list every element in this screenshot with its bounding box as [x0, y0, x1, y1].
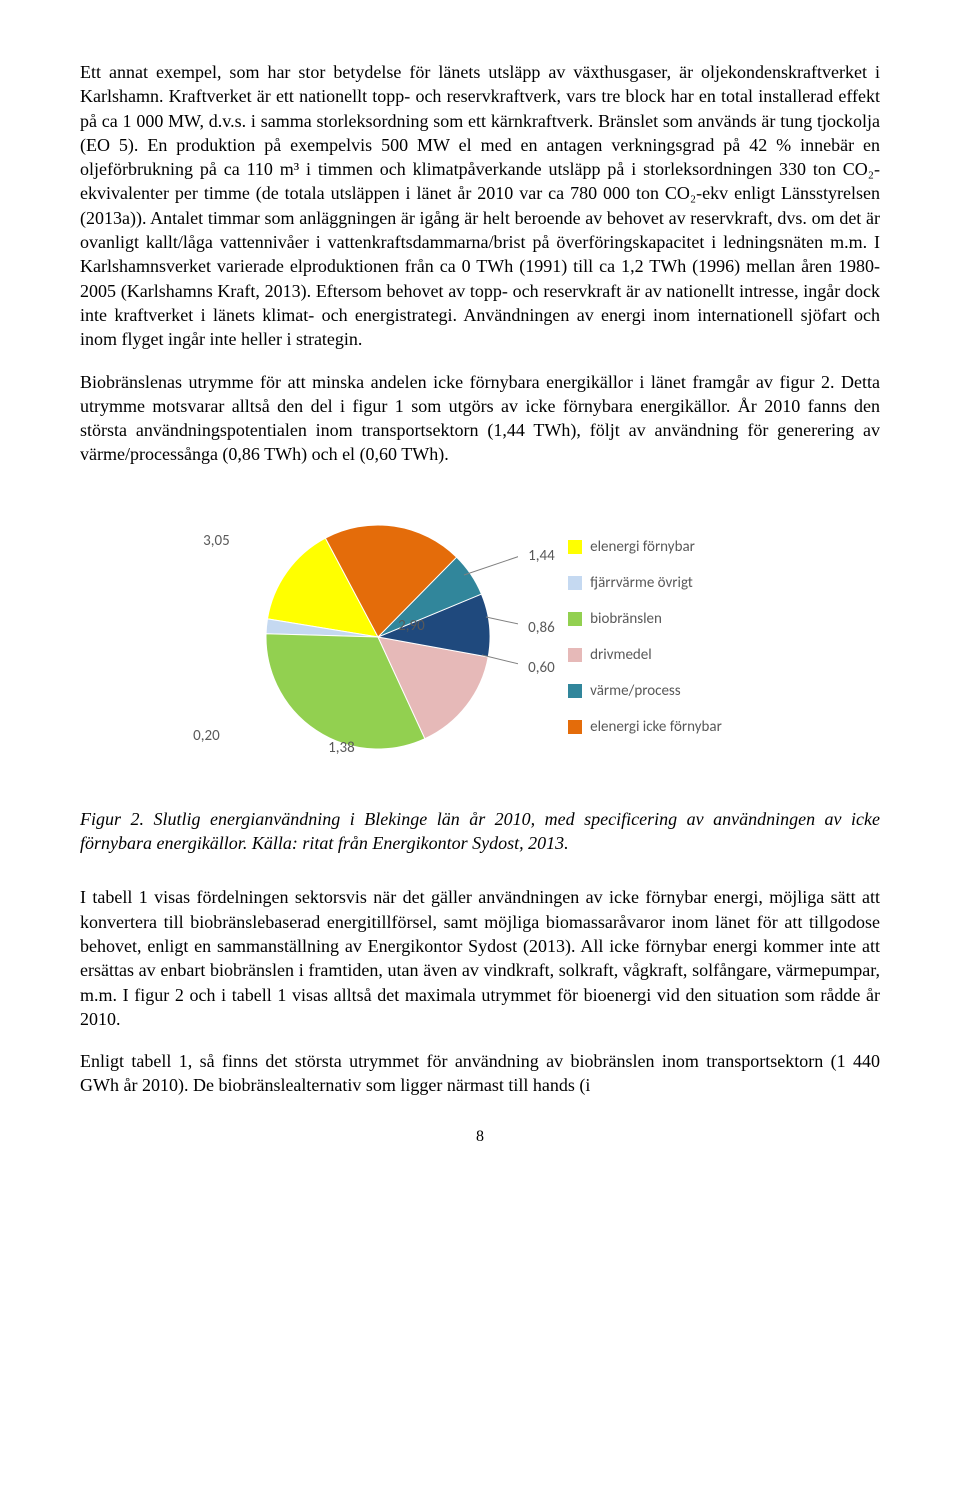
figure-2-caption: Figur 2. Slutlig energianvändning i Blek…	[80, 807, 880, 856]
legend-swatch	[568, 684, 582, 698]
page-number: 8	[80, 1128, 880, 1146]
paragraph-2: Biobränslenas utrymme för att minska and…	[80, 370, 880, 467]
leader-line	[486, 617, 518, 625]
paragraph-3: I tabell 1 visas fördelningen sektorsvis…	[80, 885, 880, 1031]
pie-chart: 3,05 0,20 1,38 2,90 1,44 0,86 0,60 elene…	[238, 497, 722, 777]
legend-item: värme/process	[568, 682, 722, 700]
legend-item: elenergi icke förnybar	[568, 718, 722, 736]
pie-label-0-86: 0,86	[528, 619, 555, 637]
legend-item: biobränslen	[568, 610, 722, 628]
pie-label-3-05: 3,05	[203, 532, 230, 550]
pie-label-1-44: 1,44	[528, 547, 555, 565]
pie-legend: elenergi förnybar fjärrvärme övrigt biob…	[568, 538, 722, 736]
pie-container: 3,05 0,20 1,38 2,90 1,44 0,86 0,60	[238, 497, 518, 777]
legend-swatch	[568, 612, 582, 626]
legend-text: elenergi förnybar	[590, 538, 695, 556]
paragraph-1: Ett annat exempel, som har stor betydels…	[80, 60, 880, 352]
paragraph-4: Enligt tabell 1, så finns det största ut…	[80, 1049, 880, 1098]
legend-text: drivmedel	[590, 646, 652, 664]
legend-swatch	[568, 576, 582, 590]
legend-item: elenergi förnybar	[568, 538, 722, 556]
leader-line	[464, 555, 518, 575]
legend-swatch	[568, 540, 582, 554]
legend-text: elenergi icke förnybar	[590, 718, 722, 736]
legend-text: biobränslen	[590, 610, 662, 628]
document-page: Ett annat exempel, som har stor betydels…	[0, 0, 960, 1186]
pie-label-0-60: 0,60	[528, 659, 555, 677]
legend-item: fjärrvärme övrigt	[568, 574, 722, 592]
pie-label-0-20: 0,20	[193, 727, 220, 745]
pie-label-2-90: 2,90	[398, 617, 425, 635]
figure-2: 3,05 0,20 1,38 2,90 1,44 0,86 0,60 elene…	[80, 497, 880, 777]
pie-svg	[238, 497, 518, 777]
legend-swatch	[568, 720, 582, 734]
legend-swatch	[568, 648, 582, 662]
legend-text: fjärrvärme övrigt	[590, 574, 693, 592]
pie-label-1-38: 1,38	[328, 739, 355, 757]
legend-item: drivmedel	[568, 646, 722, 664]
legend-text: värme/process	[590, 682, 681, 700]
